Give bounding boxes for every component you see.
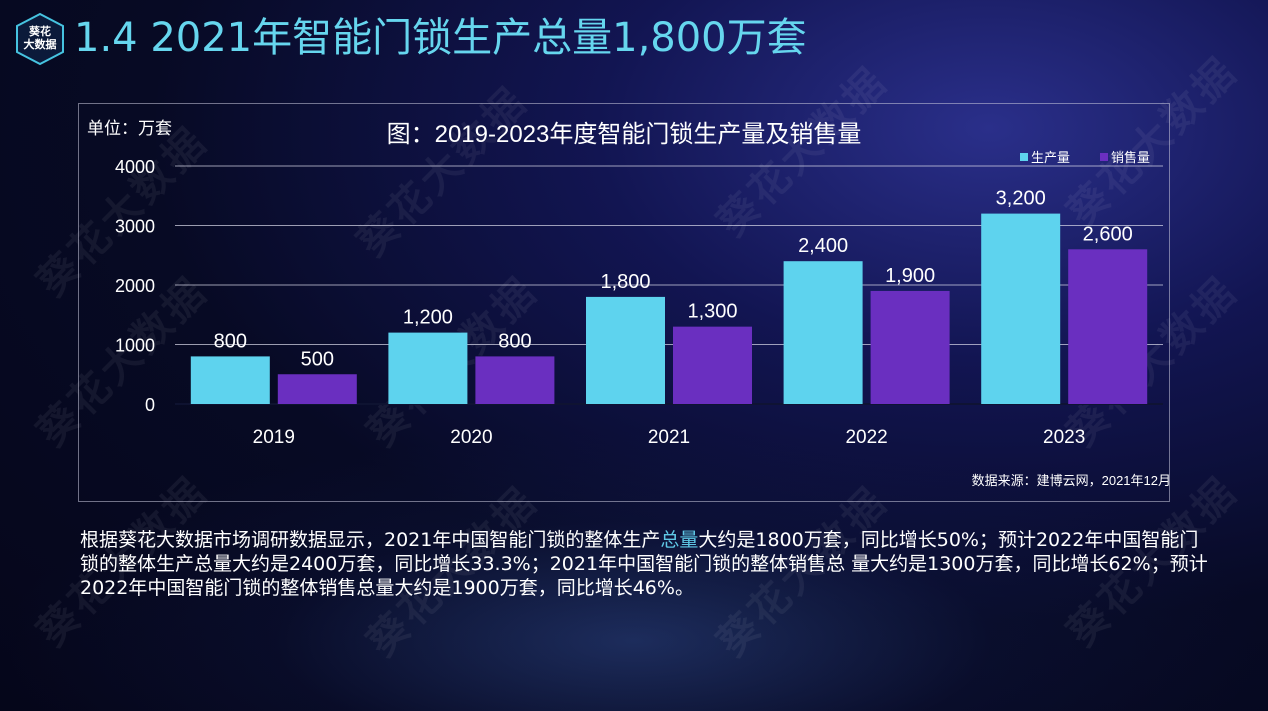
bar-sales [475, 356, 555, 404]
page-title: 1.4 2021年智能门锁生产总量1,800万套 [74, 15, 807, 61]
bar-production [388, 332, 468, 404]
data-label: 2,600 [1083, 223, 1133, 245]
background-glow [0, 430, 1268, 711]
legend-label: 生产量 [1031, 150, 1070, 165]
y-tick-label: 2000 [115, 276, 155, 296]
bar-production [586, 296, 665, 404]
data-label: 500 [301, 348, 334, 370]
data-label: 3,200 [996, 188, 1046, 210]
description-text: 根据葵花大数据市场调研数据显示，2021年中国智能门锁的整体生产总量大约是180… [80, 528, 1210, 600]
chart-title: 图：2019-2023年度智能门锁生产量及销售量 [387, 121, 862, 148]
bar-sales [277, 374, 357, 404]
data-label: 800 [498, 330, 531, 352]
x-tick-label: 2021 [648, 427, 690, 448]
logo: 葵花 大数据 [13, 12, 67, 66]
description-highlight: 总量 [660, 529, 699, 551]
logo-text-line2: 大数据 [23, 38, 57, 51]
bar-production [783, 261, 863, 404]
data-label: 1,900 [885, 265, 935, 287]
data-label: 1,300 [687, 301, 737, 323]
x-tick-label: 2020 [450, 427, 492, 448]
description-part2: 大约是1800万套，同比增长50%；预计2022年中国智能门锁的整体生产总量大约… [80, 529, 1208, 599]
bar-sales [1068, 249, 1148, 404]
bar-production [190, 356, 270, 404]
data-label: 1,800 [600, 271, 650, 293]
chart-panel: 图：2019-2023年度智能门锁生产量及销售量 单位：万套 0 1000 2000 30… [78, 103, 1171, 502]
unit-label: 单位：万套 [87, 119, 172, 138]
legend-swatch-sales [1100, 153, 1108, 161]
y-tick-label: 1000 [115, 336, 155, 356]
logo-hexagon-icon [16, 12, 64, 66]
x-tick-label: 2019 [253, 427, 295, 448]
x-tick-label: 2023 [1043, 427, 1085, 448]
y-tick-label: 0 [145, 395, 155, 415]
bar-production [981, 213, 1061, 404]
y-tick-label: 4000 [115, 157, 155, 177]
legend-label: 销售量 [1111, 150, 1150, 165]
x-tick-label: 2022 [845, 427, 887, 448]
description-part1: 根据葵花大数据市场调研数据显示，2021年中国智能门锁的整体生产 [80, 529, 661, 551]
data-source: 数据来源：建博云网，2021年12月 [972, 473, 1171, 488]
bar-sales [870, 290, 950, 404]
data-label: 1,200 [403, 307, 453, 329]
data-label: 2,400 [798, 235, 848, 257]
data-label: 800 [214, 330, 247, 352]
logo-text-line1: 葵花 [29, 25, 51, 38]
bar-sales [673, 326, 752, 404]
legend-swatch-production [1020, 153, 1028, 161]
y-tick-label: 3000 [115, 217, 155, 237]
bar-chart: 图：2019-2023年度智能门锁生产量及销售量 单位：万套 0 1000 2000 30… [87, 119, 1171, 488]
